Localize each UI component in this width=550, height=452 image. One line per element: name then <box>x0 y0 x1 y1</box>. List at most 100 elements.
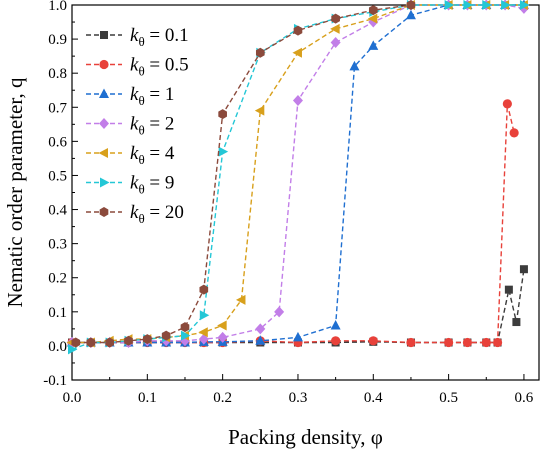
legend-var: k <box>130 143 139 164</box>
data-point <box>406 0 416 10</box>
data-point <box>463 0 473 10</box>
y-axis-title: Nematic order parameter, q <box>3 77 27 308</box>
data-point <box>255 323 266 335</box>
data-point <box>331 336 341 346</box>
legend-item: kθ = 0.5 <box>86 55 189 79</box>
x-tick-label: 0.6 <box>515 390 534 406</box>
series-line <box>72 4 524 344</box>
legend-value: = 0.1 <box>145 25 189 46</box>
legend-label: kθ = 0.1 <box>130 25 189 49</box>
x-tick-label: 0.1 <box>138 390 157 406</box>
series-line <box>72 4 524 344</box>
legend-sub: θ <box>138 211 144 226</box>
series-6 <box>71 0 416 348</box>
data-point <box>142 334 152 345</box>
x-tick-label: 0.4 <box>364 390 383 406</box>
data-point <box>504 285 513 294</box>
data-point <box>255 47 265 58</box>
x-tick-label: 0.5 <box>439 390 458 406</box>
data-point <box>349 60 360 71</box>
data-point <box>218 109 227 120</box>
data-point <box>161 330 171 341</box>
y-tick-label: 1.0 <box>48 0 67 14</box>
legend-value: = 2 <box>145 114 175 135</box>
data-point <box>180 330 191 341</box>
legend: kθ = 0.1kθ = 0.5kθ = 1kθ = 2kθ = 4kθ = 9… <box>86 25 189 226</box>
data-point <box>492 337 503 348</box>
legend-value: = 1 <box>145 84 175 105</box>
data-point <box>368 5 378 16</box>
series-1 <box>67 99 519 348</box>
x-tick-label: 0.2 <box>213 390 232 406</box>
data-point <box>71 337 81 348</box>
y-tick-label: 0.1 <box>48 305 67 321</box>
legend-var: k <box>130 25 139 46</box>
legend-label: kθ = 2 <box>130 114 174 138</box>
legend-label: kθ = 0.5 <box>130 55 189 79</box>
data-point <box>331 13 340 24</box>
legend-item: kθ = 2 <box>86 114 174 138</box>
legend-sub: θ <box>138 64 144 79</box>
data-point <box>86 337 96 348</box>
legend-marker <box>98 148 108 158</box>
x-tick-label: 0.3 <box>289 390 308 406</box>
y-tick-label: -0.1 <box>43 373 67 389</box>
y-axis: -0.1 0.0 0.1 0.2 0.3 0.4 0.5 0.6 0.7 0.8 0.9 1.0 <box>43 0 78 389</box>
legend-label: kθ = 9 <box>130 173 174 197</box>
y-tick-label: 0.4 <box>48 203 67 219</box>
data-point <box>368 40 379 50</box>
data-point <box>519 265 528 274</box>
data-point <box>199 310 210 321</box>
legend-marker <box>99 207 109 217</box>
legend-sub: θ <box>138 93 144 108</box>
data-point <box>217 331 228 343</box>
legend-sub: θ <box>138 34 144 49</box>
x-axis: 0.0 0.1 0.2 0.3 0.4 0.5 0.6 <box>63 374 534 406</box>
legend-marker <box>99 88 109 98</box>
legend-label: kθ = 4 <box>130 143 175 167</box>
data-point <box>292 331 303 342</box>
legend-item: kθ = 0.1 <box>86 25 189 49</box>
legend-value: = 4 <box>145 143 175 164</box>
data-point <box>512 318 521 327</box>
legend-label: kθ = 20 <box>130 202 184 226</box>
y-tick-label: 0.2 <box>48 271 67 287</box>
series-line <box>71 4 524 350</box>
legend-var: k <box>130 84 139 105</box>
data-point <box>292 94 303 106</box>
data-point <box>330 37 341 48</box>
data-point <box>481 337 491 348</box>
legend-marker <box>100 177 110 188</box>
data-point <box>292 47 302 58</box>
data-point <box>235 294 246 305</box>
data-point <box>68 344 78 355</box>
data-point <box>501 0 511 10</box>
data-point <box>330 23 340 34</box>
x-axis-title: Packing density, φ <box>228 425 383 449</box>
legend-item: kθ = 4 <box>86 143 175 167</box>
data-point <box>444 0 455 10</box>
legend-sub: θ <box>138 152 144 167</box>
legend-var: k <box>130 55 139 76</box>
data-point <box>367 13 378 24</box>
data-point <box>124 335 133 346</box>
y-tick-label: 0.5 <box>48 168 67 184</box>
data-point <box>198 327 208 338</box>
data-point <box>255 335 266 345</box>
legend-item: kθ = 1 <box>86 84 174 108</box>
data-point <box>180 322 190 333</box>
legend-marker <box>99 118 109 129</box>
legend-item: kθ = 9 <box>86 173 174 197</box>
data-point <box>509 128 519 138</box>
legend-value: = 20 <box>145 202 184 223</box>
data-point <box>254 105 265 116</box>
legend-label: kθ = 1 <box>130 84 174 108</box>
data-point <box>274 306 285 318</box>
legend-var: k <box>130 173 139 194</box>
data-point <box>462 337 473 348</box>
data-point <box>218 146 229 157</box>
legend-var: k <box>130 202 139 223</box>
legend-marker <box>100 31 108 39</box>
series-line <box>75 4 412 344</box>
